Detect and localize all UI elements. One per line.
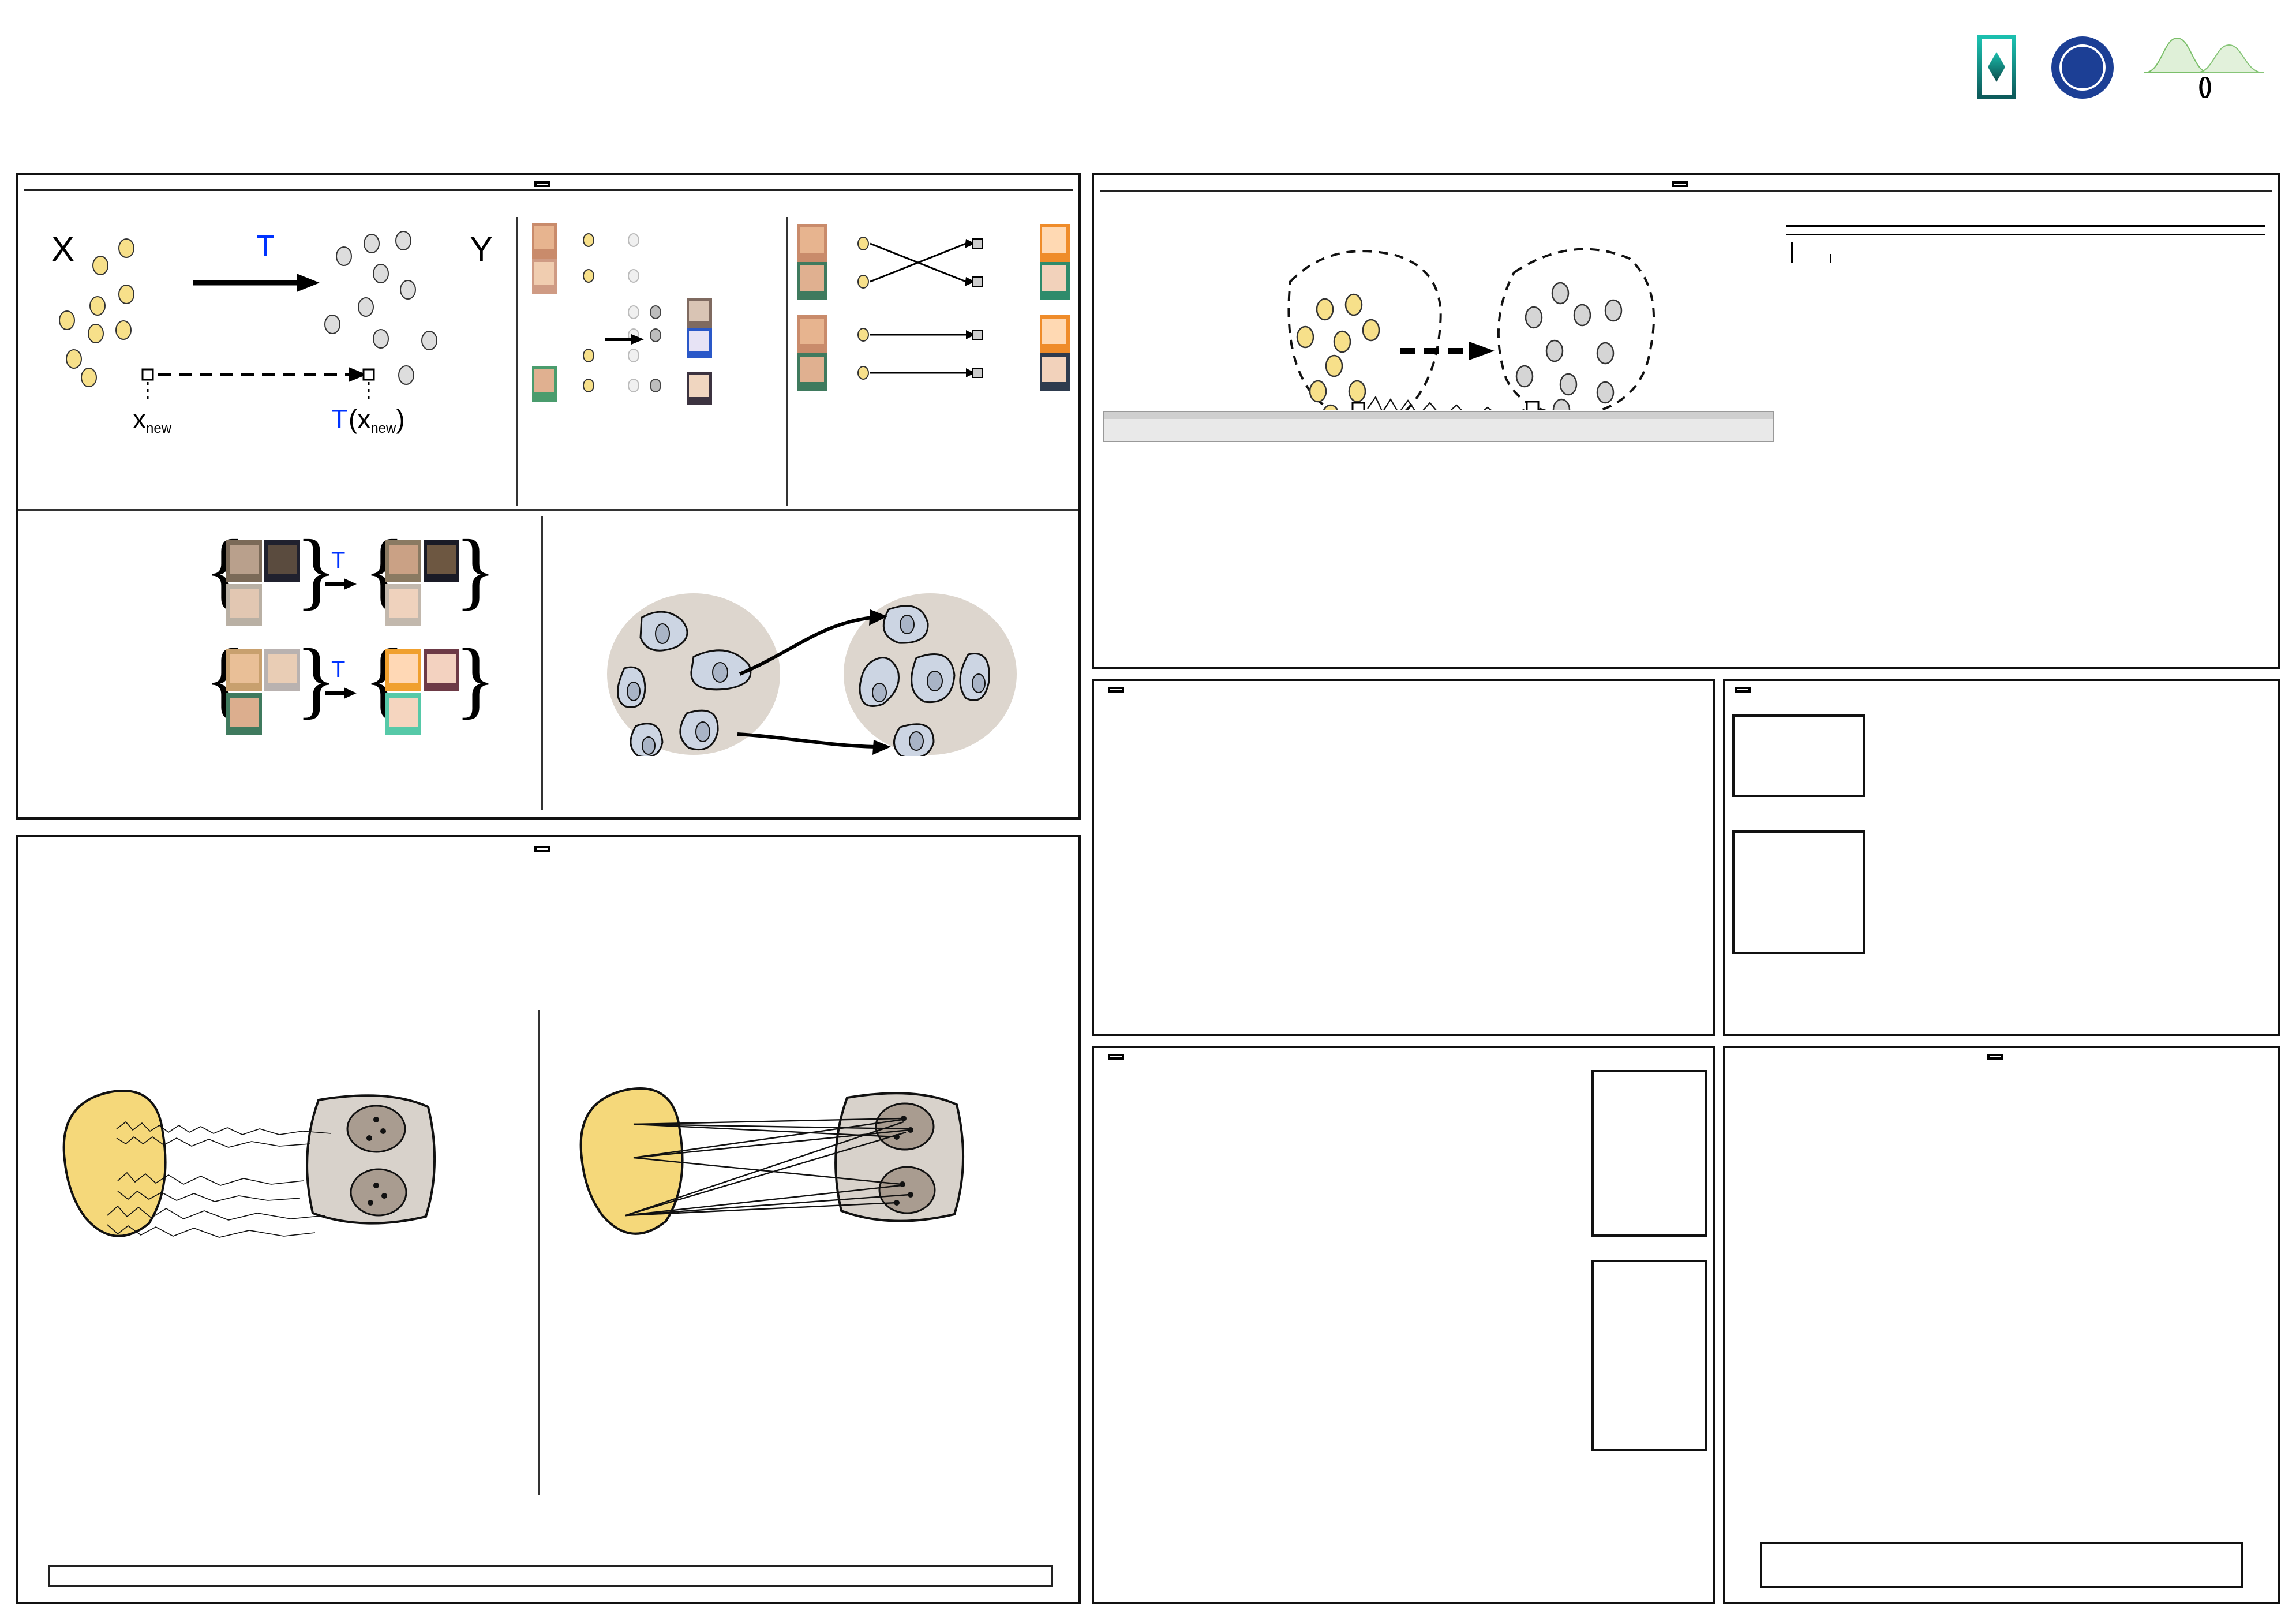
panel-proposed-algorithm (1092, 173, 2280, 669)
svg-text:}: } (295, 643, 337, 727)
example-2-images: { } T { } (204, 643, 496, 735)
svg-text:T: T (331, 404, 347, 434)
good-solution-diagram (797, 315, 1070, 391)
bad-solution-diagram (797, 224, 1070, 300)
panel-trajectories (1723, 1046, 2280, 1604)
svg-text:}: } (455, 643, 496, 727)
panel-number-4 (1108, 687, 1124, 693)
image-examples-block: { } T { } (30, 518, 538, 739)
eot-objective (547, 1028, 1073, 1050)
toy-caption-row (1094, 698, 1713, 701)
continuous-eot-diagram (1287, 248, 1655, 410)
sb-caption (30, 1264, 526, 1286)
example-2-label (30, 680, 203, 702)
panel-5-header (1725, 681, 2278, 695)
divider (538, 1010, 540, 1495)
poster-header: () (16, 0, 2280, 173)
traj-headers-2 (1725, 1083, 2278, 1086)
author-list (16, 24, 2280, 39)
theorem-body (1104, 419, 1773, 441)
panel-2-header (18, 837, 1078, 854)
celeba-note-green (1591, 1260, 1707, 1451)
page-title (16, 0, 2280, 24)
algorithm-title (1786, 227, 2265, 234)
eot-diagram (579, 1087, 965, 1235)
gaussian-curves-icon (2144, 37, 2264, 73)
theorem-box (1103, 411, 1774, 442)
divider (18, 509, 1078, 511)
continuous-eot-block (1100, 219, 1781, 442)
svg-text:}: } (295, 534, 337, 618)
eot-caption (547, 1262, 1073, 1284)
unpaired-setup-diagram (532, 223, 712, 405)
svg-text:}: } (455, 534, 496, 618)
schrodinger-bridge-block (30, 1013, 526, 1287)
main-problem-block (793, 217, 1077, 397)
divider (786, 217, 788, 506)
panel-3-header (1094, 175, 2278, 189)
bayesgroup-logo: () (2141, 35, 2268, 99)
panel-number-7 (1987, 1054, 2003, 1060)
panel-number-5 (1735, 687, 1751, 693)
panel-number-6 (1108, 1054, 1124, 1060)
unpaired-setup-block (524, 217, 784, 407)
svg-text:Y: Y (470, 230, 493, 268)
single-cell-block (549, 518, 1074, 757)
panel-motivation: X Y T (16, 173, 1081, 820)
hse-seal-icon (2051, 36, 2114, 99)
celeba-note-red (1591, 1070, 1707, 1237)
svg-text:(xnew): (xnew) (349, 404, 405, 436)
svg-text:X: X (51, 230, 74, 268)
single-cell-diagram (607, 593, 1017, 757)
panel-1-header (18, 175, 1078, 189)
logo-strip: () (1950, 35, 2268, 99)
panel-grid: X Y T (16, 173, 2280, 1604)
mnist-note-red (1732, 830, 1865, 954)
algorithm-lines (1786, 235, 2265, 265)
panel-7-header (1725, 1048, 2278, 1062)
svg-text:T: T (331, 657, 345, 682)
traj-headers-1 (1725, 1069, 2278, 1072)
single-cell-text (549, 522, 1074, 583)
domain-translation-diagram: X Y T (25, 220, 516, 451)
traj-footer-box (1760, 1541, 2243, 1588)
divider (516, 217, 518, 506)
panel-celeba-deblurring (1092, 1046, 1715, 1604)
example-1-images: { } T { } (204, 534, 496, 626)
example-1-label (30, 571, 203, 593)
panel-background (16, 835, 1081, 1604)
panel-2-intro (18, 867, 1078, 889)
mnist-note-green (1732, 714, 1865, 797)
airi-diamond-icon (1977, 35, 2016, 99)
svg-text:T: T (256, 230, 275, 263)
panel-6-header (1094, 1048, 1713, 1062)
informal-task-text (32, 454, 511, 495)
divider (541, 516, 543, 810)
algorithm-box (1786, 225, 2265, 265)
eot-block (547, 1013, 1073, 1284)
panel-number-3 (1672, 181, 1688, 187)
svg-text:xnew: xnew (133, 404, 172, 436)
sb-diagram (62, 1090, 436, 1238)
hse-logo (2051, 36, 2114, 99)
theorem-title (1104, 412, 1773, 419)
panel-2-summary-box (48, 1565, 1053, 1587)
sb-objective (30, 1033, 526, 1056)
svg-text:T: T (331, 548, 345, 573)
panel-4-header (1094, 681, 1713, 695)
airi-logo (1977, 35, 2024, 99)
panel-colored-mnist (1723, 679, 2280, 1036)
panel-toy-examples (1092, 679, 1715, 1036)
panel-number-1 (534, 181, 550, 187)
panel-number-2 (534, 846, 550, 852)
algorithm-line-10 (1786, 263, 2265, 265)
